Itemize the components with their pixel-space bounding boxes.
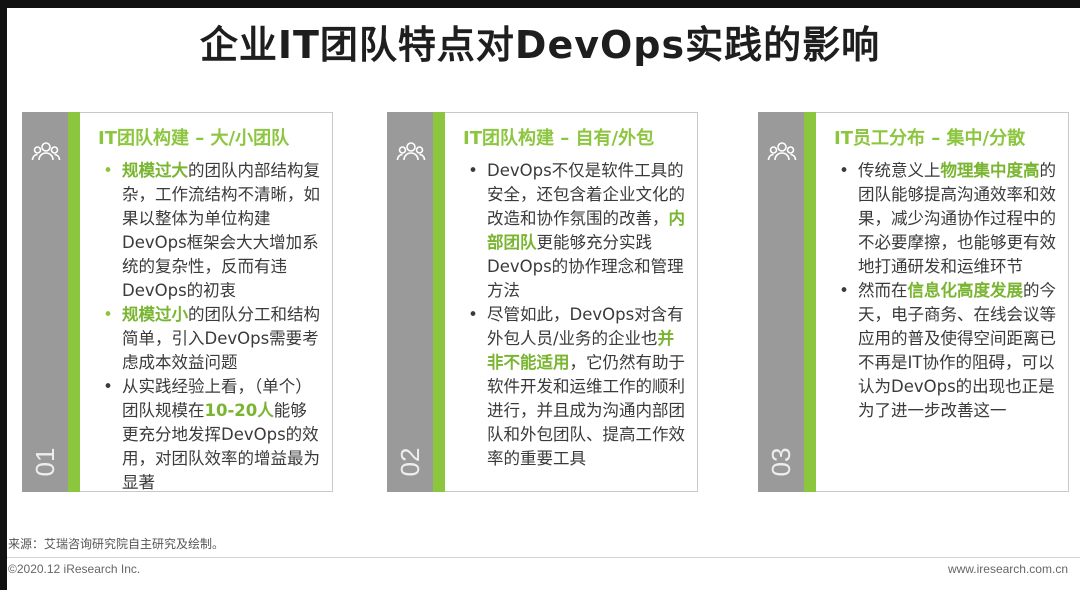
- bullet-list: • DevOps不仅是软件工具的安全，还包含着企业文化的改造和协作氛围的改善，内部…: [463, 159, 687, 471]
- source-note: 来源：艾瑞咨询研究院自主研究及绘制。: [8, 537, 225, 551]
- card-team-sourcing: 02 IT团队构建 – 自有/外包 • DevOps不仅是软件工具的安全，还包含着企业…: [387, 112, 698, 492]
- highlight-text: 信息化高度发展: [907, 281, 1024, 300]
- bullet-dot-icon: •: [839, 161, 849, 180]
- card-heading: IT团队构建 – 自有/外包: [463, 128, 655, 149]
- bullet-dot-icon: •: [103, 377, 113, 396]
- people-group-icon: [31, 138, 61, 168]
- card-accent-bar: [68, 112, 80, 492]
- card-number: 03: [766, 447, 796, 477]
- highlight-text: 规模过大: [122, 161, 188, 180]
- bullet-dot-icon: •: [103, 305, 113, 324]
- highlight-text: 10-20人: [204, 401, 274, 420]
- bullet-text: 的团队能够提高沟通效率和效果，减少沟通协作过程中的不必要摩擦，也能够更有效地打通…: [858, 161, 1056, 276]
- top-black-bar: [0, 0, 1080, 8]
- bullet-dot-icon: •: [839, 281, 849, 300]
- card-accent-bar: [433, 112, 445, 492]
- card-body: IT团队构建 – 大/小团队 • 规模过大的团队内部结构复杂，工作流结构不清晰，如果…: [80, 112, 333, 492]
- card-side-strip: 02: [387, 112, 433, 492]
- bullet-text: ，它仍然有助于软件开发和运维工作的顺利进行，并且成为沟通内部团队和外包团队、提高…: [487, 353, 685, 468]
- highlight-text: 规模过小: [122, 305, 188, 324]
- bullet-item: • 从实践经验上看，（单个）团队规模在10-20人能够更充分地发挥DevOps的效…: [98, 375, 322, 495]
- bullet-dot-icon: •: [468, 305, 478, 324]
- bullet-item: • 然而在信息化高度发展的今天，电子商务、在线会议等应用的普及使得空间距离已不再是…: [834, 279, 1058, 423]
- card-team-size: 01 IT团队构建 – 大/小团队 • 规模过大的团队内部结构复杂，工作流结构不清晰，…: [22, 112, 333, 492]
- card-accent-bar: [804, 112, 816, 492]
- card-number: 02: [395, 447, 425, 477]
- people-group-icon: [396, 138, 426, 168]
- card-body: IT员工分布 – 集中/分散 • 传统意义上物理集中度高的团队能够提高沟通效率和效果…: [816, 112, 1069, 492]
- card-heading: IT员工分布 – 集中/分散: [834, 128, 1026, 149]
- footer-divider: [7, 557, 1080, 558]
- card-side-strip: 01: [22, 112, 68, 492]
- bullet-dot-icon: •: [103, 161, 113, 180]
- bullet-item: • DevOps不仅是软件工具的安全，还包含着企业文化的改造和协作氛围的改善，内部…: [463, 159, 687, 303]
- left-black-bar: [0, 8, 7, 590]
- bullet-text: 然而在: [858, 281, 908, 300]
- copyright: ©2020.12 iResearch Inc.: [8, 562, 141, 576]
- card-number: 01: [30, 447, 60, 477]
- bullet-text: 尽管如此，DevOps对含有外包人员/业务的企业也: [487, 305, 684, 348]
- highlight-text: 内部团队: [487, 209, 685, 252]
- bullet-item: • 规模过小的团队分工和结构简单，引入DevOps需要考虑成本效益问题: [98, 303, 322, 375]
- page-title: 企业IT团队特点对DevOps实践的影响: [199, 23, 881, 67]
- highlight-text: 并非不能适用: [487, 329, 675, 372]
- highlight-text: 物理集中度高: [940, 161, 1040, 180]
- bullet-list: • 传统意义上物理集中度高的团队能够提高沟通效率和效果，减少沟通协作过程中的不必要…: [834, 159, 1058, 423]
- bullet-item: • 尽管如此，DevOps对含有外包人员/业务的企业也并非不能适用，它仍然有助于软…: [463, 303, 687, 471]
- card-heading: IT团队构建 – 大/小团队: [98, 128, 290, 149]
- bullet-text: 能够更充分地发挥DevOps的效用，对团队效率的增益最为显著: [122, 401, 320, 492]
- card-team-distribution: 03 IT员工分布 – 集中/分散 • 传统意义上物理集中度高的团队能够提高沟通效率和…: [758, 112, 1069, 492]
- bullet-text: 从实践经验上看，（单个）团队规模在: [122, 377, 312, 420]
- card-side-strip: 03: [758, 112, 804, 492]
- website-url: www.iresearch.com.cn: [947, 562, 1068, 576]
- bullet-text: 传统意义上: [858, 161, 941, 180]
- bullet-text: 的团队分工和结构简单，引入DevOps需要考虑成本效益问题: [122, 305, 320, 372]
- bullet-dot-icon: •: [468, 161, 478, 180]
- bullet-text: 的团队内部结构复杂，工作流结构不清晰，如果以整体为单位构建DevOps框架会大大…: [122, 161, 320, 300]
- card-body: IT团队构建 – 自有/外包 • DevOps不仅是软件工具的安全，还包含着企业文化…: [445, 112, 698, 492]
- bullet-item: • 规模过大的团队内部结构复杂，工作流结构不清晰，如果以整体为单位构建DevOps…: [98, 159, 322, 303]
- bullet-text: 更能够充分实践DevOps的协作理念和管理方法: [487, 233, 684, 300]
- bullet-item: • 传统意义上物理集中度高的团队能够提高沟通效率和效果，减少沟通协作过程中的不必要…: [834, 159, 1058, 279]
- bullet-text: DevOps不仅是软件工具的安全，还包含着企业文化的改造和协作氛围的改善，: [487, 161, 685, 228]
- bullet-list: • 规模过大的团队内部结构复杂，工作流结构不清晰，如果以整体为单位构建DevOps…: [98, 159, 322, 495]
- bullet-text: 的今天，电子商务、在线会议等应用的普及使得空间距离已不再是IT协作的阻碍，可以认…: [858, 281, 1056, 420]
- people-group-icon: [767, 138, 797, 168]
